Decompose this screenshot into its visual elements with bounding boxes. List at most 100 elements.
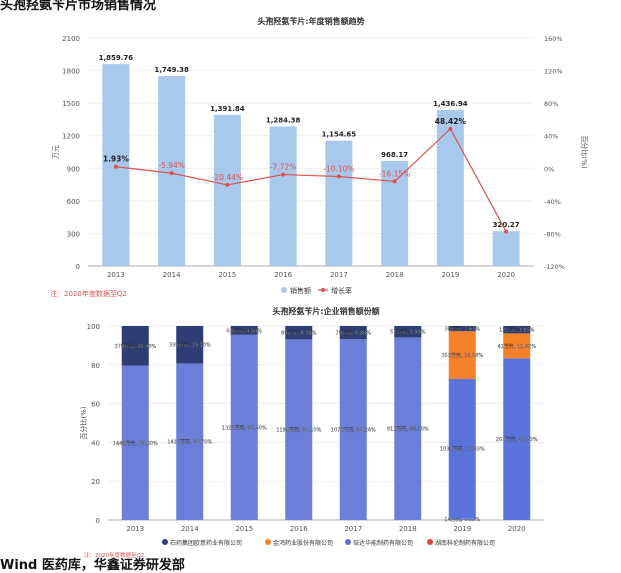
growth-point [225, 182, 230, 187]
legend-label: 湖南科伦制药有限公司 [435, 539, 495, 547]
y-tick-label: 1500 [62, 100, 80, 108]
stack-segment [503, 333, 531, 359]
bar [158, 76, 186, 266]
stack-segment [339, 339, 367, 520]
segment-label: 1032万元, 71.83% [440, 447, 485, 453]
legend-swatch [427, 539, 433, 545]
segment-label: 1410万元, 80.70% [167, 440, 212, 446]
legend-swatch [265, 539, 271, 545]
data-source: Wind 医药库，华鑫证券研发部 [0, 558, 185, 573]
segment-label: 89万元, 6.90% [281, 331, 317, 337]
stack-segment [285, 339, 313, 520]
stack-segment [121, 365, 149, 520]
segment-label: 267万元, 83.33% [496, 437, 538, 443]
y2-tick-label: 80% [544, 100, 558, 108]
x-tick-label: 2020 [497, 271, 515, 279]
bar [492, 231, 520, 266]
bar-value-label: 1,154.65 [322, 131, 357, 139]
growth-label: -20.44% [212, 173, 243, 182]
bar-value-label: 320.27 [493, 221, 520, 229]
segment-label: 339万元, 19.30% [169, 343, 211, 349]
legend-swatch-sales [281, 287, 287, 293]
legend-dot-growth [321, 288, 325, 292]
y-tick-label: 100 [87, 323, 100, 331]
stack-segment [339, 326, 367, 340]
growth-label: -7.72% [270, 163, 297, 172]
growth-point [281, 172, 286, 177]
y2-axis-label: 百分比(%) [580, 135, 589, 168]
growth-point [113, 164, 118, 169]
legend-label-growth: 增长率 [331, 286, 352, 295]
y-tick-label: 1200 [62, 133, 80, 141]
segment-label: 1196万元, 93.10% [276, 428, 321, 434]
growth-line [115, 127, 507, 232]
growth-label: 1.93% [103, 155, 130, 164]
y2-tick-label: -80% [544, 230, 561, 238]
legend-label: 倍达华能制药有限公司 [353, 539, 413, 547]
bar [436, 109, 464, 266]
growth-label: -5.94% [158, 161, 185, 170]
stack-segment [448, 378, 476, 519]
stack-segment [285, 326, 313, 340]
legend-swatch [162, 539, 168, 545]
segment-label: 79万元, 6.80% [336, 331, 372, 337]
x-tick-label: 2017 [344, 525, 362, 533]
segment-label: 14万元, 0.93% [445, 517, 481, 523]
x-tick-label: 2014 [181, 525, 199, 533]
segment-label: 1329万元, 95.50% [222, 425, 267, 431]
x-tick-label: 2013 [107, 271, 125, 279]
y-axis-label: 万元 [52, 145, 60, 159]
stack-segment [503, 326, 531, 334]
x-tick-label: 2014 [163, 271, 181, 279]
stack-segment [230, 326, 258, 335]
bar-value-label: 968.17 [381, 151, 408, 159]
segment-label: 57万元, 5.90% [390, 330, 426, 336]
sales-trend-chart: 头孢羟氨苄片:年度销售额趋势 0 300 600 900 1200 1500 1800 2100… [50, 16, 589, 298]
y2-tick-label: 40% [544, 133, 558, 141]
y-tick-label: 20 [91, 478, 100, 486]
stack-segment [503, 358, 531, 520]
bar [381, 160, 409, 266]
growth-point [504, 229, 509, 234]
x-tick-label: 2018 [399, 525, 417, 533]
growth-label: -10.10% [323, 165, 354, 174]
segment-label: 379万元, 20.40% [114, 344, 156, 350]
y-tick-label: 300 [67, 230, 80, 238]
bar-value-label: 1,436.94 [433, 100, 468, 108]
legend-label-sales: 销售额 [290, 286, 311, 295]
y-tick-label: 80 [91, 362, 100, 370]
stack-segment [448, 331, 476, 379]
x-tick-label: 2017 [330, 271, 348, 279]
y2-tick-label: 160% [544, 35, 563, 43]
growth-point [169, 171, 174, 176]
segment-label: 911万元, 94.10% [387, 427, 429, 433]
x-tick-label: 2016 [274, 271, 292, 279]
x-tick-label: 2019 [453, 525, 471, 533]
x-tick-label: 2020 [508, 525, 526, 533]
y2-tick-label: -40% [544, 198, 561, 206]
stack-segment [448, 326, 476, 332]
bar-value-label: 1,749.38 [154, 66, 189, 74]
stack-segment [121, 326, 149, 366]
stack-segment [394, 337, 422, 520]
chart-note: 注：2020年度数据至Q2 [50, 289, 127, 298]
segment-label: 12万元, 3.85% [499, 328, 535, 334]
x-tick-label: 2015 [235, 525, 253, 533]
segment-label: 38万元, 2.67% [445, 327, 481, 333]
chart-title: 头孢羟氨苄片:年度销售额趋势 [257, 16, 364, 26]
y-tick-label: 0 [76, 263, 80, 271]
stack-segment [394, 326, 422, 338]
legend-label: 金鸿药业股份有限公司 [273, 539, 333, 547]
y-axis-label: 百分比(%) [79, 406, 88, 439]
y-tick-label: 600 [67, 198, 80, 206]
page-title: 头孢羟氨苄片市场销售情况 [0, 0, 157, 13]
y-tick-label: 60 [91, 401, 100, 409]
growth-point [448, 126, 453, 131]
stack-segment [230, 334, 258, 520]
segment-label: 41万元, 12.82% [497, 344, 536, 350]
x-tick-label: 2018 [386, 271, 404, 279]
bar-value-label: 1,859.76 [99, 54, 134, 62]
y-tick-label: 2100 [62, 35, 80, 43]
growth-label: -16.15% [379, 169, 410, 178]
bar [213, 114, 241, 266]
